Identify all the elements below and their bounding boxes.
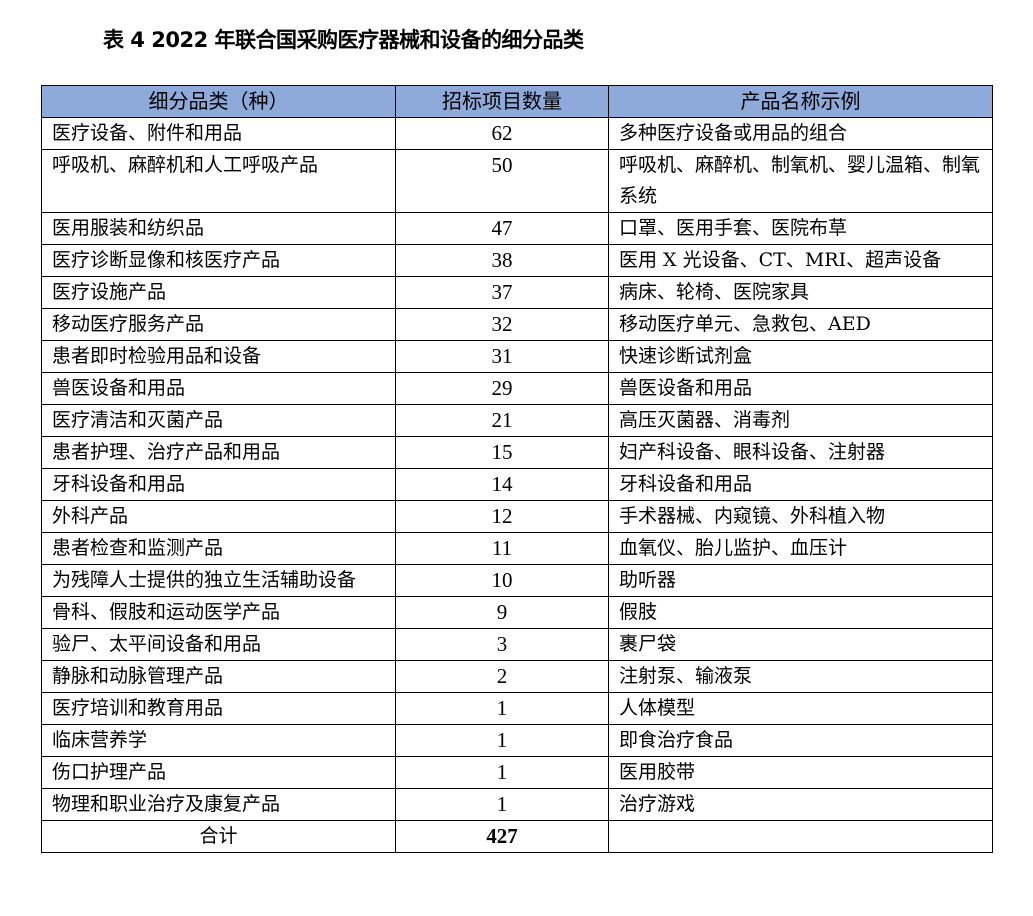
cell-examples: 呼吸机、麻醉机、制氧机、婴儿温箱、制氧系统 bbox=[608, 149, 993, 213]
cell-count: 3 bbox=[395, 628, 609, 661]
cell-count: 14 bbox=[395, 468, 609, 501]
cell-category: 物理和职业治疗及康复产品 bbox=[41, 788, 396, 821]
cell-category: 医疗设施产品 bbox=[41, 276, 396, 309]
total-label: 合计 bbox=[41, 820, 396, 853]
cell-category: 医用服装和纺织品 bbox=[41, 212, 396, 245]
cell-count: 12 bbox=[395, 500, 609, 533]
cell-count: 47 bbox=[395, 212, 609, 245]
cell-category: 医疗清洁和灭菌产品 bbox=[41, 404, 396, 437]
table-row: 临床营养学 1 即食治疗食品 bbox=[41, 724, 993, 757]
table-row: 呼吸机、麻醉机和人工呼吸产品 50 呼吸机、麻醉机、制氧机、婴儿温箱、制氧系统 bbox=[41, 149, 993, 213]
header-category: 细分品类（种） bbox=[41, 85, 396, 118]
cell-examples: 注射泵、输液泵 bbox=[608, 660, 993, 693]
table-row: 伤口护理产品 1 医用胶带 bbox=[41, 756, 993, 789]
cell-count: 31 bbox=[395, 340, 609, 373]
cell-examples: 病床、轮椅、医院家具 bbox=[608, 276, 993, 309]
table-header-row: 细分品类（种） 招标项目数量 产品名称示例 bbox=[41, 85, 993, 118]
cell-count: 10 bbox=[395, 564, 609, 597]
cell-examples: 牙科设备和用品 bbox=[608, 468, 993, 501]
table-row: 医用服装和纺织品 47 口罩、医用手套、医院布草 bbox=[41, 212, 993, 245]
cell-count: 9 bbox=[395, 596, 609, 629]
table-row: 静脉和动脉管理产品 2 注射泵、输液泵 bbox=[41, 660, 993, 693]
cell-examples: 手术器械、内窥镜、外科植入物 bbox=[608, 500, 993, 533]
cell-category: 医疗设备、附件和用品 bbox=[41, 117, 396, 150]
cell-count: 32 bbox=[395, 308, 609, 341]
table-row: 移动医疗服务产品 32 移动医疗单元、急救包、AED bbox=[41, 308, 993, 341]
cell-count: 1 bbox=[395, 788, 609, 821]
cell-category: 牙科设备和用品 bbox=[41, 468, 396, 501]
cell-examples: 移动医疗单元、急救包、AED bbox=[608, 308, 993, 341]
cell-count: 1 bbox=[395, 692, 609, 725]
cell-category: 患者护理、治疗产品和用品 bbox=[41, 436, 396, 469]
cell-category: 骨科、假肢和运动医学产品 bbox=[41, 596, 396, 629]
table-row: 医疗清洁和灭菌产品 21 高压灭菌器、消毒剂 bbox=[41, 404, 993, 437]
table-row: 牙科设备和用品 14 牙科设备和用品 bbox=[41, 468, 993, 501]
cell-examples: 口罩、医用手套、医院布草 bbox=[608, 212, 993, 245]
table-row: 物理和职业治疗及康复产品 1 治疗游戏 bbox=[41, 788, 993, 821]
cell-category: 静脉和动脉管理产品 bbox=[41, 660, 396, 693]
cell-category: 兽医设备和用品 bbox=[41, 372, 396, 405]
table-row: 为残障人士提供的独立生活辅助设备 10 助听器 bbox=[41, 564, 993, 597]
cell-examples: 治疗游戏 bbox=[608, 788, 993, 821]
table-row: 医疗设施产品 37 病床、轮椅、医院家具 bbox=[41, 276, 993, 309]
cell-examples: 高压灭菌器、消毒剂 bbox=[608, 404, 993, 437]
header-count: 招标项目数量 bbox=[395, 85, 609, 118]
cell-category: 呼吸机、麻醉机和人工呼吸产品 bbox=[41, 149, 396, 213]
table-row: 骨科、假肢和运动医学产品 9 假肢 bbox=[41, 596, 993, 629]
cell-count: 50 bbox=[395, 149, 609, 213]
table-row: 患者护理、治疗产品和用品 15 妇产科设备、眼科设备、注射器 bbox=[41, 436, 993, 469]
table-row: 医疗设备、附件和用品 62 多种医疗设备或用品的组合 bbox=[41, 117, 993, 150]
table-row: 外科产品 12 手术器械、内窥镜、外科植入物 bbox=[41, 500, 993, 533]
cell-category: 外科产品 bbox=[41, 500, 396, 533]
cell-category: 临床营养学 bbox=[41, 724, 396, 757]
cell-count: 2 bbox=[395, 660, 609, 693]
cell-examples: 多种医疗设备或用品的组合 bbox=[608, 117, 993, 150]
table-row: 医疗培训和教育用品 1 人体模型 bbox=[41, 692, 993, 725]
cell-category: 医疗诊断显像和核医疗产品 bbox=[41, 244, 396, 277]
total-row: 合计 427 bbox=[41, 820, 993, 853]
cell-category: 移动医疗服务产品 bbox=[41, 308, 396, 341]
cell-examples: 假肢 bbox=[608, 596, 993, 629]
cell-examples: 兽医设备和用品 bbox=[608, 372, 993, 405]
cell-examples: 妇产科设备、眼科设备、注射器 bbox=[608, 436, 993, 469]
cell-examples: 裹尸袋 bbox=[608, 628, 993, 661]
total-empty bbox=[608, 820, 993, 853]
table-row: 兽医设备和用品 29 兽医设备和用品 bbox=[41, 372, 993, 405]
cell-category: 医疗培训和教育用品 bbox=[41, 692, 396, 725]
cell-examples: 医用胶带 bbox=[608, 756, 993, 789]
table-row: 医疗诊断显像和核医疗产品 38 医用 X 光设备、CT、MRI、超声设备 bbox=[41, 244, 993, 277]
cell-category: 患者即时检验用品和设备 bbox=[41, 340, 396, 373]
cell-count: 1 bbox=[395, 756, 609, 789]
cell-category: 验尸、太平间设备和用品 bbox=[41, 628, 396, 661]
cell-category: 伤口护理产品 bbox=[41, 756, 396, 789]
cell-category: 患者检查和监测产品 bbox=[41, 532, 396, 565]
cell-count: 29 bbox=[395, 372, 609, 405]
header-examples: 产品名称示例 bbox=[608, 85, 993, 118]
cell-count: 21 bbox=[395, 404, 609, 437]
table-row: 验尸、太平间设备和用品 3 裹尸袋 bbox=[41, 628, 993, 661]
cell-count: 37 bbox=[395, 276, 609, 309]
cell-category: 为残障人士提供的独立生活辅助设备 bbox=[41, 564, 396, 597]
total-count: 427 bbox=[395, 820, 609, 853]
table-row: 患者即时检验用品和设备 31 快速诊断试剂盒 bbox=[41, 340, 993, 373]
cell-examples: 医用 X 光设备、CT、MRI、超声设备 bbox=[608, 244, 993, 277]
categories-table: 细分品类（种） 招标项目数量 产品名称示例 医疗设备、附件和用品 62 多种医疗设备… bbox=[41, 85, 993, 853]
cell-count: 62 bbox=[395, 117, 609, 150]
table-title: 表 4 2022 年联合国采购医疗器械和设备的细分品类 bbox=[103, 28, 584, 52]
table-row: 患者检查和监测产品 11 血氧仪、胎儿监护、血压计 bbox=[41, 532, 993, 565]
cell-examples: 即食治疗食品 bbox=[608, 724, 993, 757]
cell-count: 11 bbox=[395, 532, 609, 565]
cell-count: 38 bbox=[395, 244, 609, 277]
cell-examples: 人体模型 bbox=[608, 692, 993, 725]
cell-examples: 助听器 bbox=[608, 564, 993, 597]
cell-examples: 血氧仪、胎儿监护、血压计 bbox=[608, 532, 993, 565]
cell-count: 1 bbox=[395, 724, 609, 757]
cell-examples: 快速诊断试剂盒 bbox=[608, 340, 993, 373]
cell-count: 15 bbox=[395, 436, 609, 469]
